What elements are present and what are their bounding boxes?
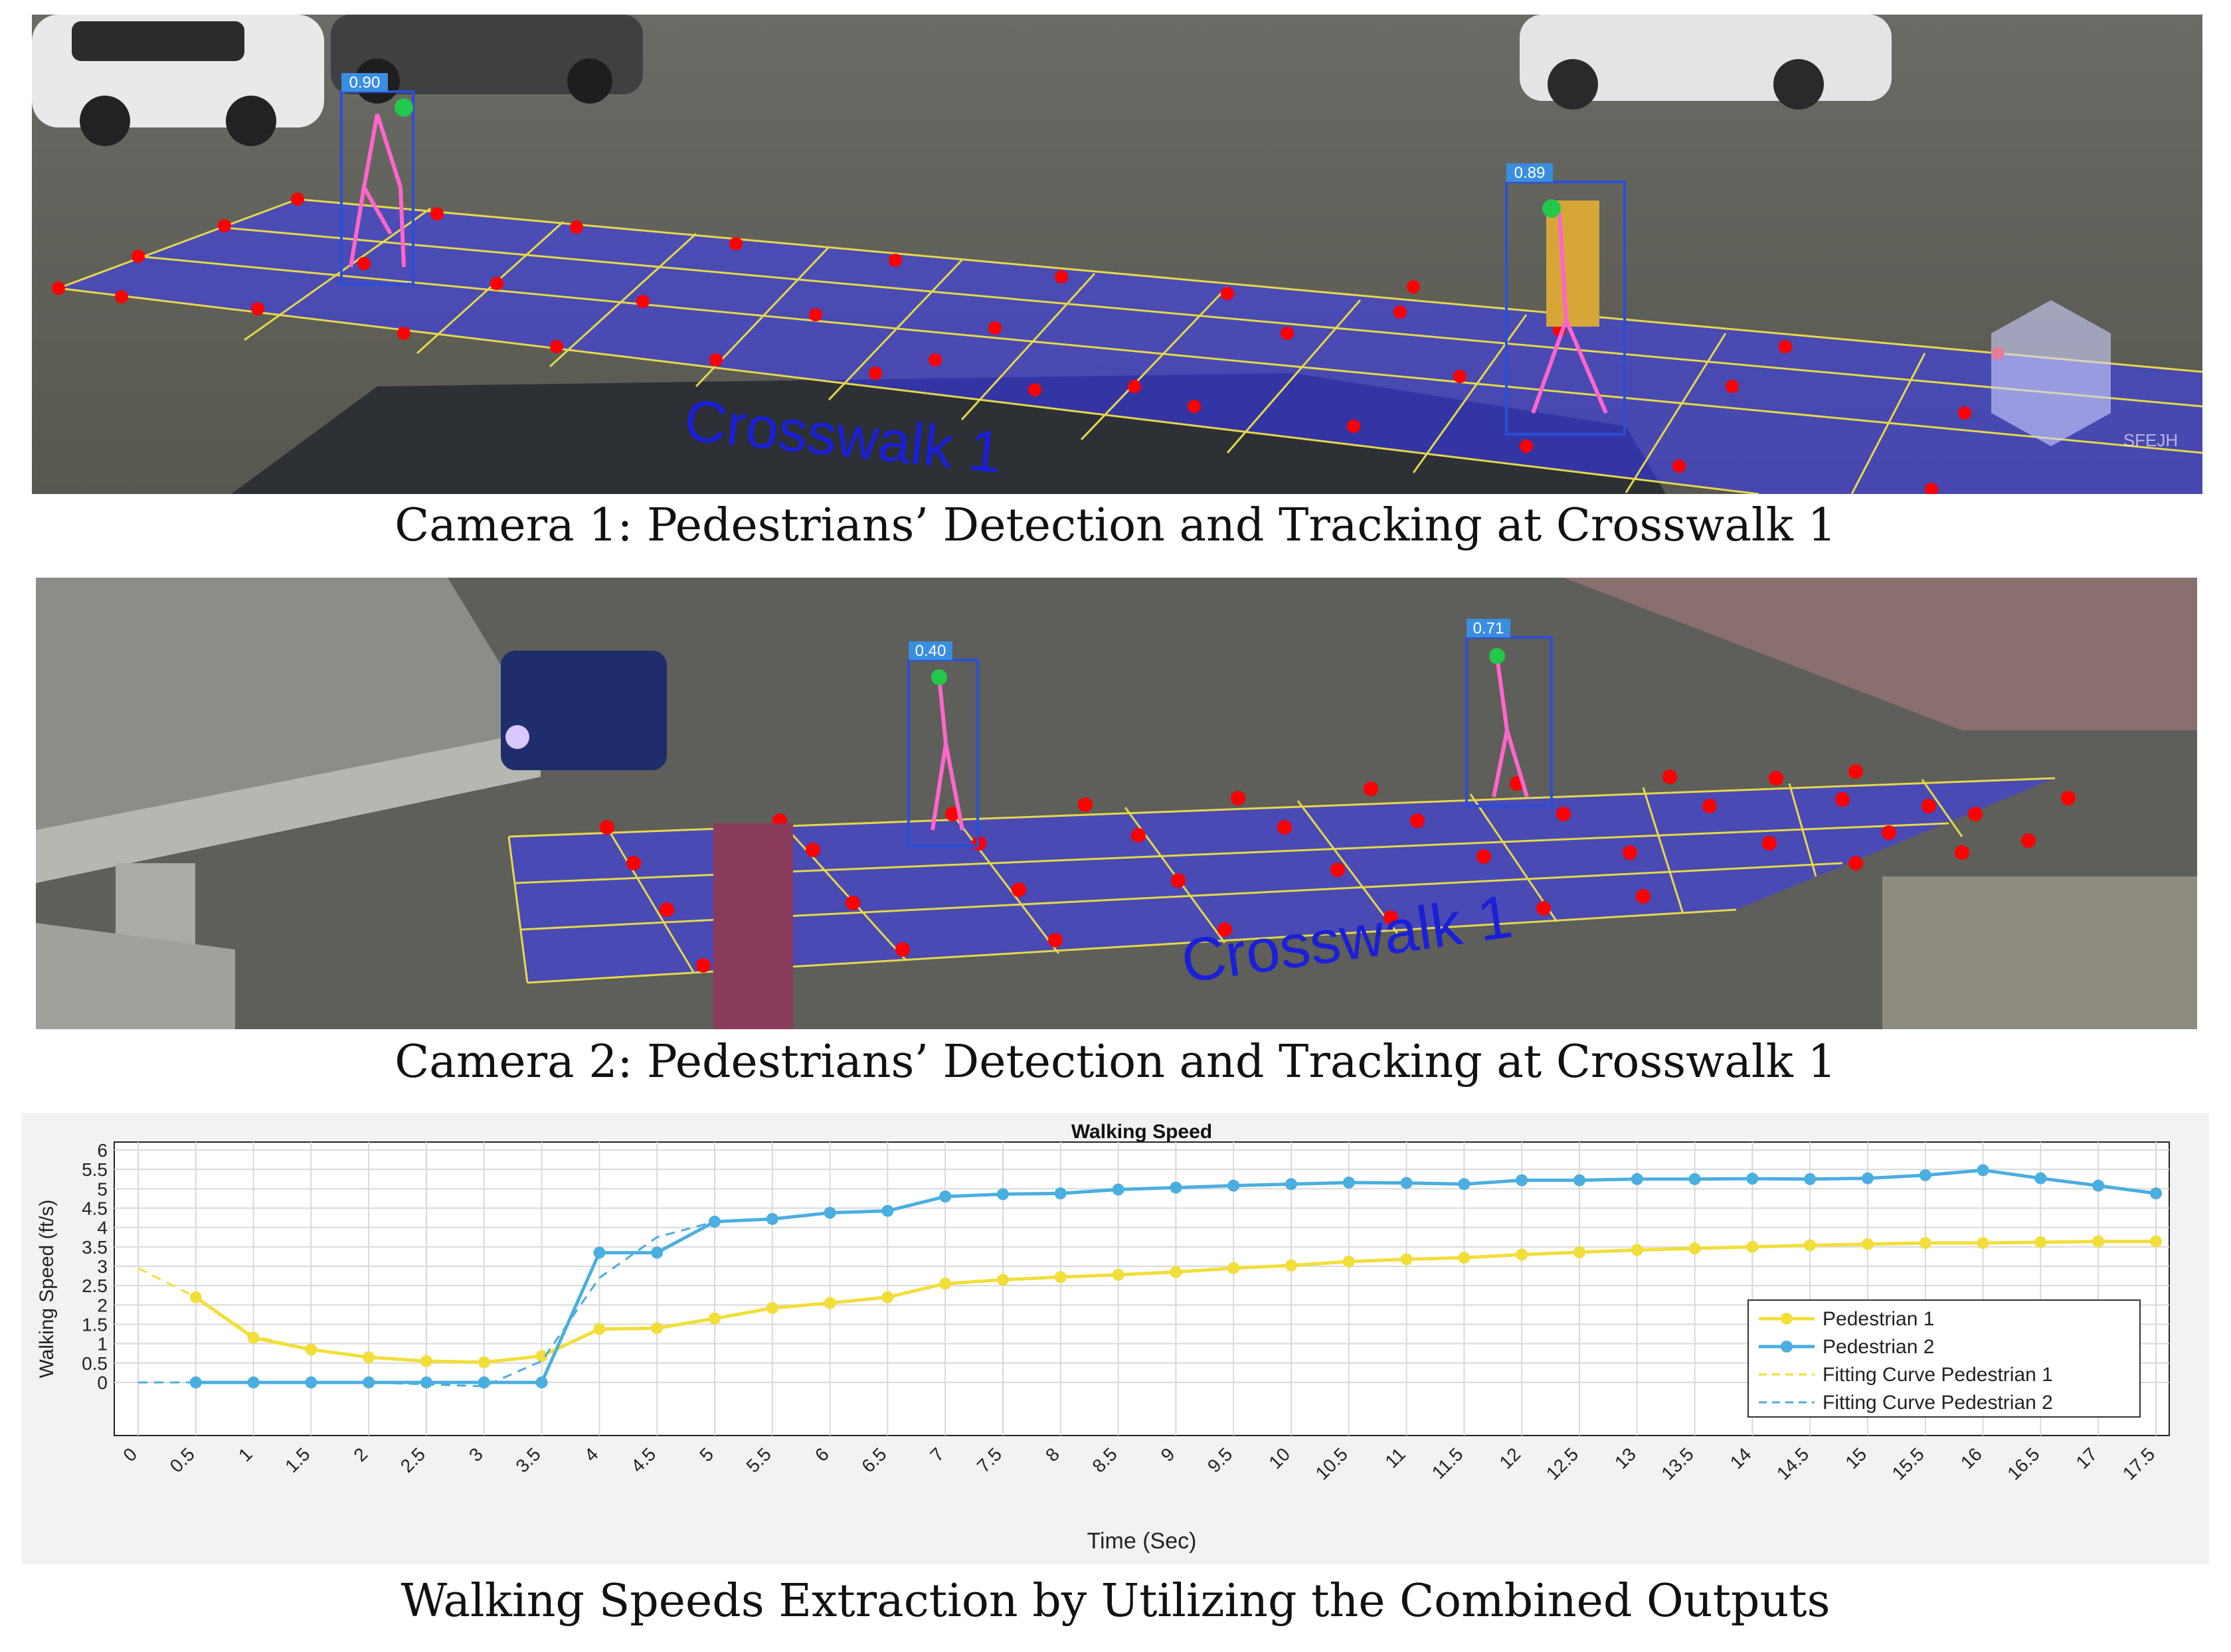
y-tick-label: 1.5 xyxy=(82,1315,108,1335)
crosswalk-zone xyxy=(509,778,2055,983)
legend-marker xyxy=(1781,1313,1793,1325)
legend-label: Fitting Curve Pedestrian 2 xyxy=(1823,1392,2053,1414)
detection-score: 0.90 xyxy=(349,74,381,92)
y-tick-label: 3.5 xyxy=(82,1237,108,1258)
data-point xyxy=(651,1246,664,1259)
data-point xyxy=(1400,1177,1413,1189)
legend-label: Fitting Curve Pedestrian 1 xyxy=(1823,1364,2053,1386)
watermark-text: SFEJH xyxy=(2123,430,2178,450)
legend-label: Pedestrian 1 xyxy=(1823,1308,1934,1330)
y-tick-label: 4 xyxy=(97,1218,108,1238)
bollard xyxy=(713,823,793,1029)
data-point xyxy=(939,1191,952,1202)
series-layer xyxy=(137,1164,2162,1388)
legend-label: Pedestrian 2 xyxy=(1823,1336,1934,1358)
y-tick-label: 4.5 xyxy=(82,1198,108,1219)
camera1-caption: Camera 1: Pedestrians’ Detection and Tra… xyxy=(395,499,1836,552)
data-point xyxy=(1227,1179,1240,1192)
chart-canvas: 0 0.5 1 1.5 2 2.5 3 3.5 4 4.5 5 5.5 6 6.5 7 7.5 8 8.5 9 9.5… xyxy=(21,1113,2209,1564)
pedestrian-2-detection: 0.89 xyxy=(1505,163,1626,436)
y-tick-label: 5.5 xyxy=(82,1159,108,1180)
y-tick-label: 3 xyxy=(97,1256,108,1277)
y-tick-label: 0.5 xyxy=(82,1353,108,1374)
data-point xyxy=(593,1323,606,1335)
data-point xyxy=(1227,1262,1240,1274)
data-point xyxy=(881,1291,894,1303)
parked-car-right xyxy=(1520,15,1892,110)
y-tick-label: 0 xyxy=(97,1372,108,1393)
detection-score: 0.71 xyxy=(1473,620,1504,637)
parked-car-left xyxy=(32,15,324,146)
crosswalk-zone xyxy=(58,199,2202,494)
data-point xyxy=(1516,1174,1528,1187)
data-point xyxy=(1977,1164,1989,1177)
camera2-scene: 0.40 0.71 Crosswalk 1 xyxy=(36,578,2197,1029)
data-point xyxy=(1977,1237,1989,1249)
data-point xyxy=(1054,1271,1067,1283)
pedestrian-1-detection: 0.90 xyxy=(340,73,414,286)
data-point xyxy=(1804,1239,1817,1252)
data-point xyxy=(420,1376,432,1388)
data-point xyxy=(363,1351,375,1364)
watermark-logo: SFEJH xyxy=(1991,300,2178,450)
data-point xyxy=(1516,1248,1528,1261)
y-tick-label: 2 xyxy=(97,1295,108,1315)
detection-score: 0.89 xyxy=(1514,164,1546,182)
data-point xyxy=(535,1350,548,1363)
x-axis-label: Time (Sec) xyxy=(1087,1528,1197,1554)
data-point xyxy=(189,1376,202,1388)
data-point xyxy=(305,1376,317,1388)
y-tick-label: 5 xyxy=(97,1179,108,1199)
camera1-scene: 0.90 0.89 Crosswalk 1 SFEJH xyxy=(32,15,2202,494)
data-point xyxy=(1112,1183,1124,1196)
y-tick-label: 1 xyxy=(97,1334,108,1355)
data-point xyxy=(1862,1172,1874,1185)
data-point xyxy=(1631,1244,1643,1256)
y-tick-label: 2.5 xyxy=(82,1276,108,1296)
data-point xyxy=(2150,1187,2162,1200)
data-point xyxy=(593,1246,606,1259)
sidewalk-right xyxy=(1563,578,2197,1029)
data-point xyxy=(2092,1235,2105,1248)
data-point xyxy=(1573,1174,1585,1187)
chart-title: Walking Speed xyxy=(1071,1121,1212,1143)
walking-speed-chart: 0 0.5 1 1.5 2 2.5 3 3.5 4 4.5 5 5.5 6 6.5 7 7.5 8 8.5 9 9.5… xyxy=(21,1113,2209,1564)
camera1-view: 0.90 0.89 Crosswalk 1 SFEJH xyxy=(32,15,2202,494)
data-point xyxy=(766,1212,778,1225)
chart-caption: Walking Speeds Extraction by Utilizing t… xyxy=(401,1575,1830,1627)
camera2-view: 0.40 0.71 Crosswalk 1 xyxy=(36,578,2197,1029)
y-axis-label: Walking Speed (ft/s) xyxy=(36,1200,58,1378)
pickup-truck xyxy=(501,651,667,770)
series-line-3 xyxy=(137,1240,2156,1364)
data-point xyxy=(1688,1242,1701,1255)
pedestrian-2-detection: 0.71 xyxy=(1465,619,1553,807)
camera2-caption: Camera 2: Pedestrians’ Detection and Tra… xyxy=(395,1036,1836,1088)
data-point xyxy=(1342,1256,1355,1268)
canopy-roof xyxy=(36,578,541,1029)
data-point xyxy=(1688,1173,1701,1185)
chart-legend: Pedestrian 1 Pedestrian 2 Fitting Curve Pe… xyxy=(1747,1299,2141,1418)
data-point xyxy=(535,1376,548,1388)
detection-score: 0.40 xyxy=(915,642,946,660)
data-point xyxy=(709,1312,721,1325)
y-tick-label: 6 xyxy=(97,1140,108,1161)
series-line-4 xyxy=(138,1169,2157,1388)
legend-marker xyxy=(1781,1341,1793,1353)
pedestrian-1-detection: 0.40 xyxy=(907,641,979,847)
